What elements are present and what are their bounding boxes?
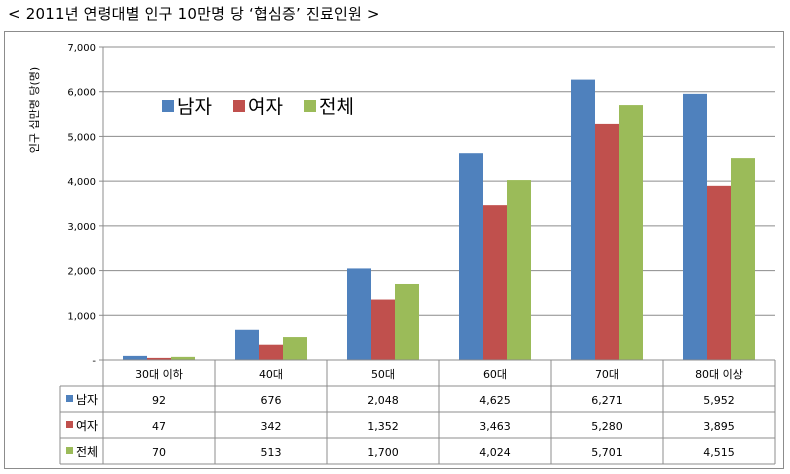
y-tick-label: 6,000 [67,88,96,99]
bar [147,357,171,360]
data-label: 1,700 [367,446,399,459]
data-label: 2,048 [367,394,399,407]
table-legend-key [66,421,73,428]
data-label: 342 [261,420,282,433]
bar [483,205,507,360]
bar [507,180,531,360]
bar [395,283,419,360]
bar [619,105,643,360]
y-tick-label: 3,000 [67,222,96,233]
bar [571,79,595,361]
y-tick-label: - [92,356,96,367]
data-label: 3,895 [703,420,735,433]
chart-title: < 2011년 연령대별 인구 10만명 당 ‘협심증’ 진료인원 > [8,5,380,23]
bar [683,93,707,361]
bar [371,299,395,360]
data-label: 4,515 [703,446,735,459]
bar [235,329,259,360]
y-axis-label: 인구 십만명 당(명) [28,67,41,153]
bar [347,268,371,360]
x-category-label: 50대 [371,368,395,381]
data-label: 92 [152,394,166,407]
bar [259,344,283,360]
table-row-label: 여자 [76,419,98,433]
data-label: 676 [261,394,282,407]
table-row-label: 전체 [76,445,98,459]
y-tick-label: 5,000 [67,132,96,143]
x-category-label: 30대 이하 [135,367,183,381]
legend-label: 남자 [177,96,212,118]
data-label: 70 [152,446,166,459]
legend-label: 전체 [319,96,354,118]
bar [123,355,147,360]
bar [283,337,307,360]
data-label: 5,280 [591,420,623,433]
legend-swatch [162,100,174,112]
data-label: 5,952 [703,394,735,407]
data-label: 4,625 [479,394,511,407]
x-category-label: 80대 이상 [695,368,743,381]
y-tick-label: 1,000 [67,311,96,322]
bar [595,123,619,360]
table-row-label: 남자 [76,393,98,407]
legend: 남자 여자 전체 [162,96,354,118]
bar [171,356,195,360]
data-label: 47 [152,420,166,433]
y-tick-label: 2,000 [67,267,96,278]
bar [731,158,755,360]
data-label: 1,352 [367,420,399,433]
data-label: 513 [261,446,282,459]
data-label: 6,271 [591,394,623,407]
data-label: 4,024 [479,446,511,459]
table-legend-key [66,395,73,402]
table-legend-key [66,447,73,454]
legend-label: 여자 [248,96,283,118]
y-tick-label: 4,000 [67,177,96,188]
bars [123,79,755,361]
x-category-label: 40대 [259,368,283,381]
chart-frame [4,31,784,469]
y-tick-label: 7,000 [67,43,96,54]
x-category-label: 70대 [595,368,619,381]
legend-swatch [304,100,316,112]
bar [459,153,483,360]
gridlines [103,46,775,316]
legend-swatch [233,100,245,112]
y-axis-ticks: - 1,000 2,000 3,000 4,000 5,000 6,000 7,000 [67,43,96,367]
data-label: 3,463 [479,420,511,433]
axes [99,46,104,361]
data-label: 5,701 [591,446,623,459]
x-category-label: 60대 [483,368,507,381]
bar [707,185,731,360]
